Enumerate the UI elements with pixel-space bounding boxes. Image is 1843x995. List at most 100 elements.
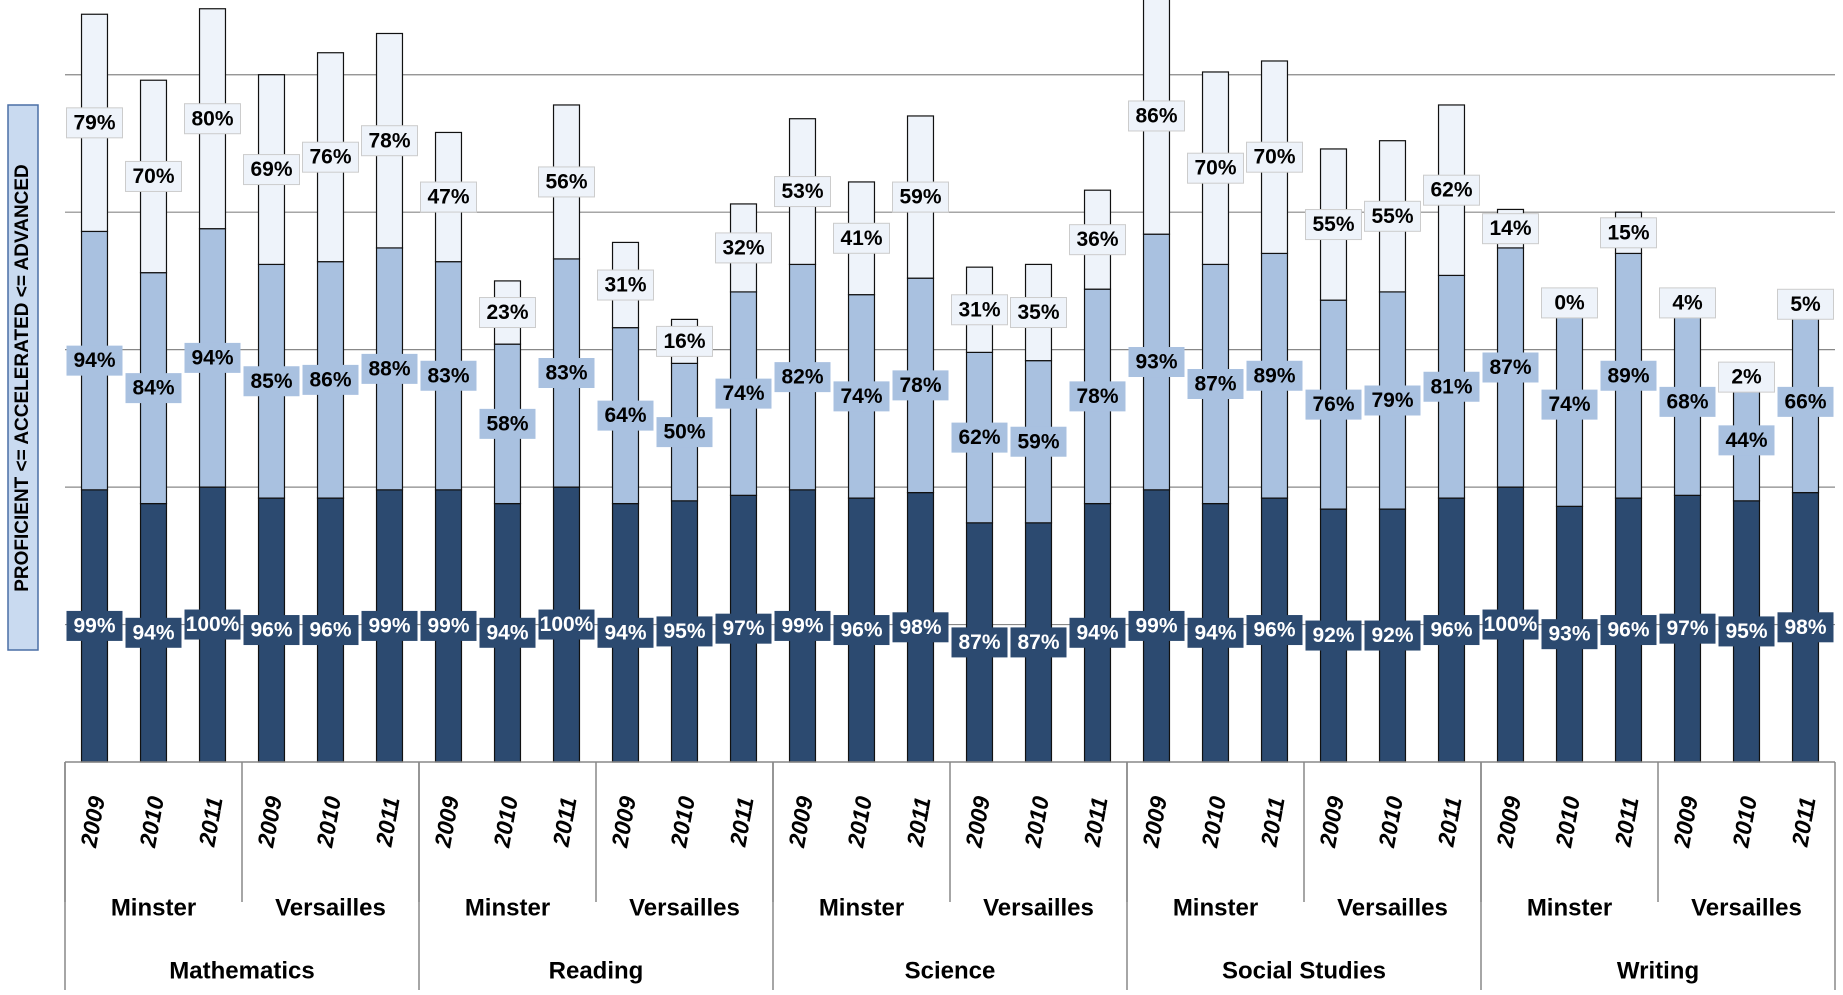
value-label: 68% — [1666, 390, 1708, 413]
group-label: Minster — [465, 894, 550, 921]
group-label: Minster — [111, 894, 196, 921]
value-label: 84% — [132, 377, 174, 400]
group-label: Versailles — [1691, 894, 1802, 921]
value-label: 80% — [191, 107, 233, 130]
value-label: 96% — [1607, 619, 1649, 642]
value-label: 83% — [427, 364, 469, 387]
label-box — [656, 616, 713, 647]
value-label: 93% — [1135, 351, 1177, 374]
label-box — [302, 364, 359, 395]
label-box — [479, 617, 536, 648]
value-label: 79% — [1371, 389, 1413, 412]
x-tick-label: 2009 — [606, 794, 641, 850]
value-label: 0% — [1554, 291, 1585, 314]
value-label: 78% — [368, 129, 410, 152]
label-box — [1777, 288, 1834, 320]
label-box — [1600, 217, 1657, 249]
label-box — [243, 154, 300, 186]
value-label: 96% — [1253, 619, 1295, 642]
label-box — [1364, 385, 1421, 416]
label-box — [1423, 371, 1480, 402]
value-label: 76% — [1312, 393, 1354, 416]
label-box — [656, 417, 713, 448]
value-label: 35% — [1017, 301, 1059, 324]
y-label-box — [7, 104, 39, 651]
x-tick-label: 2009 — [783, 794, 818, 850]
x-tick-label: 2009 — [429, 794, 464, 850]
value-label: 50% — [663, 421, 705, 444]
value-label: 70% — [1194, 157, 1236, 180]
label-box — [184, 342, 241, 373]
value-label: 62% — [1430, 179, 1472, 202]
label-box — [597, 400, 654, 431]
label-box — [951, 294, 1008, 326]
label-box — [1305, 209, 1362, 241]
label-box — [1305, 620, 1362, 651]
label-box — [833, 381, 890, 412]
label-box — [774, 610, 831, 641]
label-box — [1482, 213, 1539, 245]
value-label: 94% — [73, 349, 115, 372]
label-box — [1128, 610, 1185, 641]
label-box — [1069, 617, 1126, 648]
label-box — [715, 232, 772, 264]
label-box — [892, 370, 949, 401]
value-label: 47% — [427, 186, 469, 209]
supergroup-label: Mathematics — [169, 957, 314, 984]
value-label: 44% — [1725, 429, 1767, 452]
value-label: 92% — [1371, 624, 1413, 647]
value-label: 97% — [722, 617, 764, 640]
label-box — [125, 160, 182, 192]
value-label: 94% — [132, 621, 174, 644]
label-box — [361, 610, 418, 641]
value-label: 59% — [899, 186, 941, 209]
supergroup-label: Writing — [1617, 957, 1699, 984]
label-box — [774, 362, 831, 393]
value-label: 99% — [427, 614, 469, 637]
value-label: 69% — [250, 158, 292, 181]
label-box — [597, 269, 654, 301]
value-label: 74% — [722, 382, 764, 405]
group-label: Versailles — [1337, 894, 1448, 921]
value-label: 66% — [1784, 390, 1826, 413]
label-box — [951, 627, 1008, 658]
label-box — [184, 103, 241, 135]
supergroup-label: Reading — [549, 957, 644, 984]
x-tick-label: 2011 — [193, 795, 227, 849]
value-label: 96% — [250, 619, 292, 642]
label-box — [1187, 369, 1244, 399]
label-box — [1246, 615, 1303, 646]
label-box — [538, 358, 595, 389]
label-box — [715, 378, 772, 409]
x-tick-label: 2010 — [1373, 794, 1408, 850]
x-tick-label: 2011 — [1609, 795, 1643, 849]
value-label: 58% — [486, 412, 528, 435]
label-box — [1128, 347, 1185, 378]
label-box — [1718, 361, 1775, 393]
x-tick-label: 2010 — [1550, 794, 1585, 850]
value-label: 87% — [1489, 356, 1531, 379]
value-label: 15% — [1607, 221, 1649, 244]
value-label: 23% — [486, 301, 528, 324]
value-label: 95% — [663, 620, 705, 643]
label-box — [479, 297, 536, 329]
label-box — [361, 125, 418, 157]
label-box — [66, 345, 123, 376]
label-box — [1659, 287, 1716, 319]
label-box — [125, 617, 182, 648]
value-label: 78% — [899, 374, 941, 397]
label-box — [125, 373, 182, 404]
x-tick-label: 2010 — [134, 794, 169, 850]
label-box — [1128, 100, 1185, 132]
value-label: 16% — [663, 330, 705, 353]
value-label: 99% — [781, 614, 823, 637]
label-box — [538, 166, 595, 198]
value-label: 81% — [1430, 375, 1472, 398]
label-box — [951, 422, 1008, 453]
label-box — [1541, 619, 1598, 650]
label-box — [1777, 612, 1834, 643]
group-label: Minster — [819, 894, 904, 921]
value-label: 79% — [73, 111, 115, 134]
label-box — [66, 107, 123, 139]
value-label: 100% — [186, 613, 240, 636]
